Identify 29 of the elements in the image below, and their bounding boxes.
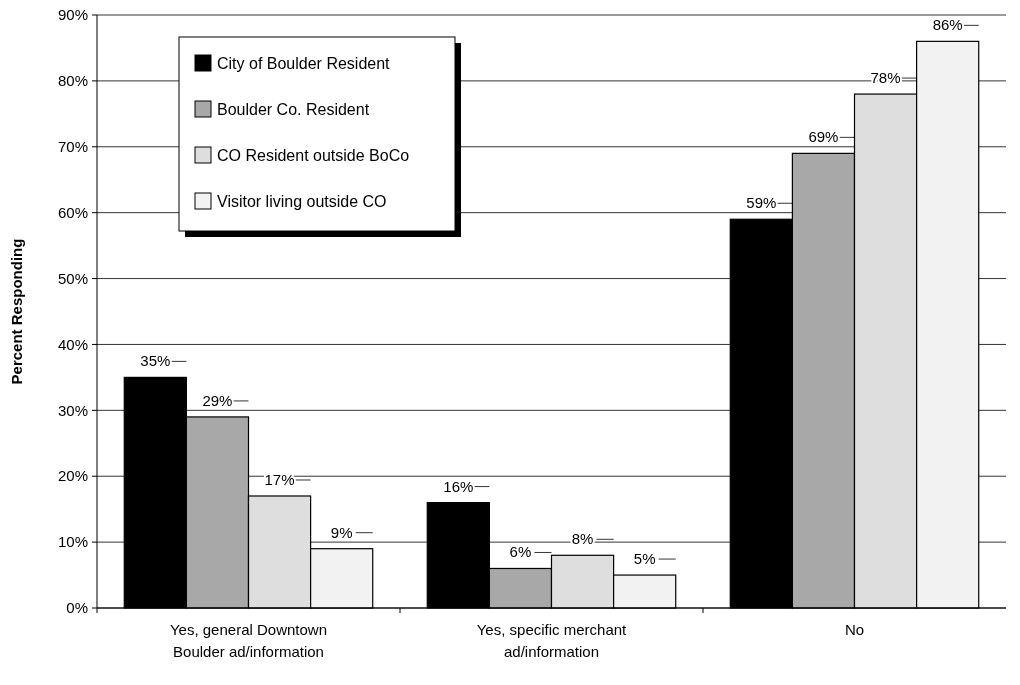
data-label: 16% [443, 477, 474, 495]
y-tick-label: 80% [57, 72, 88, 90]
legend-label: CO Resident outside BoCo [217, 146, 410, 164]
y-tick-label: 50% [57, 269, 88, 287]
y-tick-label: 40% [57, 335, 88, 353]
y-tick-label: 0% [66, 599, 88, 617]
x-tick-label: Yes, specific merchant ad/information [476, 621, 628, 660]
data-label: 69% [808, 128, 839, 146]
y-tick-label: 10% [57, 533, 88, 551]
y-axis-title: Percent Responding [8, 238, 25, 385]
y-tick-label: 60% [57, 203, 88, 221]
y-tick-label: 30% [57, 401, 88, 419]
y-tick-label: 90% [57, 6, 88, 24]
data-label: 5% [633, 550, 656, 568]
x-tick-label: Yes, general Downtown Boulder ad/information [169, 621, 328, 660]
data-label: 86% [932, 16, 963, 34]
data-label: 35% [140, 352, 171, 370]
data-label: 59% [746, 194, 777, 212]
data-label: 8% [571, 530, 594, 548]
legend-label: Visitor living outside CO [217, 192, 387, 210]
legend-label: Boulder Co. Resident [217, 100, 370, 118]
data-label: 6% [509, 543, 532, 561]
y-tick-label: 20% [57, 467, 88, 485]
data-label: 9% [330, 523, 353, 541]
legend-label: City of Boulder Resident [217, 54, 391, 72]
x-tick-label: No [844, 621, 865, 638]
data-label: 29% [202, 391, 233, 409]
y-tick-label: 70% [57, 138, 88, 156]
data-label: 78% [870, 69, 901, 87]
